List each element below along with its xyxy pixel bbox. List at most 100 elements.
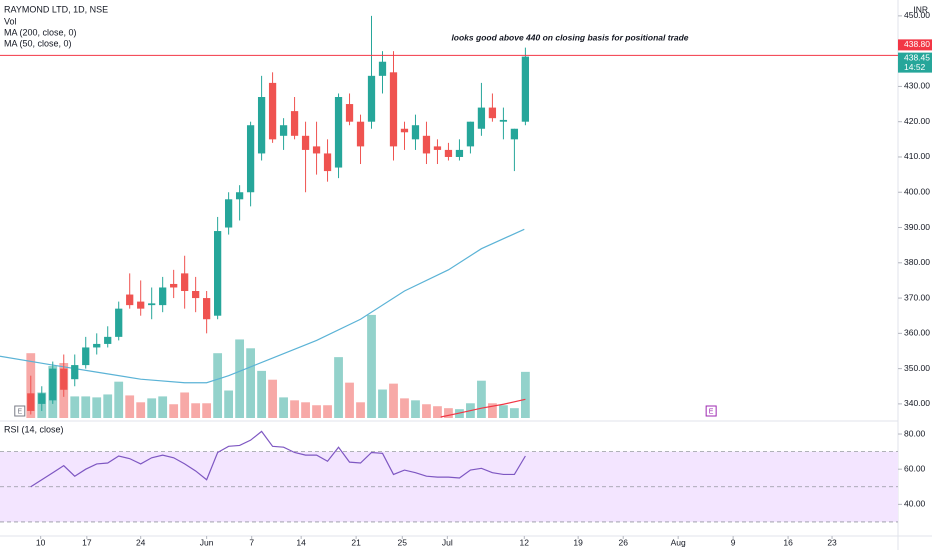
x-tick-label: 7 bbox=[249, 537, 254, 547]
volume-bar bbox=[81, 396, 91, 418]
candle-body bbox=[323, 153, 332, 172]
indicator-label: Vol bbox=[4, 16, 17, 26]
level-label: 438.80 bbox=[904, 39, 930, 49]
volume-bar bbox=[290, 400, 299, 418]
volume-bar bbox=[169, 404, 179, 418]
x-tick-label: 23 bbox=[827, 537, 837, 547]
candle-body bbox=[455, 149, 464, 157]
volume-bar bbox=[345, 382, 354, 418]
candle-body bbox=[246, 125, 255, 193]
candle-body bbox=[400, 128, 409, 133]
y-tick-label: 390.00 bbox=[904, 222, 930, 232]
volume-bar bbox=[213, 353, 223, 418]
candle-body bbox=[444, 149, 453, 157]
candle-body bbox=[71, 365, 79, 380]
volume-bar bbox=[92, 397, 102, 418]
volume-bar bbox=[411, 400, 420, 418]
x-tick-label: Aug bbox=[671, 537, 686, 547]
y-tick-label: 80.00 bbox=[904, 428, 926, 438]
volume-bar bbox=[422, 404, 431, 418]
volume-bar bbox=[312, 405, 321, 418]
volume-bar bbox=[444, 408, 453, 418]
volume-bar bbox=[125, 395, 135, 418]
volume-bar bbox=[367, 314, 376, 418]
candle-body bbox=[334, 97, 343, 168]
volume-bar bbox=[301, 402, 310, 418]
currency: INR bbox=[913, 4, 928, 14]
candle-body bbox=[126, 294, 134, 306]
candle-body bbox=[367, 75, 376, 122]
volume-bar bbox=[400, 398, 409, 418]
candle-body bbox=[235, 192, 244, 200]
candle-body bbox=[488, 107, 497, 119]
y-tick-label: 400.00 bbox=[904, 186, 930, 196]
volume-bar bbox=[158, 396, 168, 418]
volume-bar bbox=[433, 406, 442, 418]
candle-body bbox=[345, 104, 354, 122]
candle-body bbox=[115, 308, 123, 337]
y-tick-label: 340.00 bbox=[904, 398, 930, 408]
candle-body bbox=[378, 61, 387, 76]
volume-bar bbox=[202, 403, 212, 418]
indicator-label: MA (200, close, 0) bbox=[4, 27, 77, 37]
candle-body bbox=[301, 135, 310, 150]
y-tick-label: 420.00 bbox=[904, 116, 930, 126]
candle-body bbox=[477, 107, 486, 129]
volume-bar bbox=[356, 402, 365, 418]
candle-body bbox=[159, 287, 167, 306]
volume-bar bbox=[378, 389, 387, 418]
candle-body bbox=[312, 146, 321, 154]
candle-body bbox=[27, 393, 35, 411]
level-label-box bbox=[898, 39, 932, 51]
candle-body bbox=[60, 368, 68, 390]
annotation: looks good above 440 on closing basis fo… bbox=[451, 32, 688, 42]
x-tick-label: 24 bbox=[136, 537, 146, 547]
y-tick-label: 410.00 bbox=[904, 151, 930, 161]
candle-body bbox=[38, 393, 46, 404]
candle-body bbox=[521, 56, 530, 122]
ma-line bbox=[0, 228, 525, 384]
x-tick-label: 9 bbox=[731, 537, 736, 547]
volume-bar bbox=[268, 379, 277, 418]
volume-bar bbox=[180, 392, 190, 418]
candle-body bbox=[49, 368, 57, 401]
y-tick-label: 450.00 bbox=[904, 10, 930, 20]
x-tick-label: 19 bbox=[573, 537, 583, 547]
y-tick-label: 350.00 bbox=[904, 363, 930, 373]
indicator-label: MA (50, close, 0) bbox=[4, 38, 72, 48]
volume-bar bbox=[147, 398, 157, 418]
candle-body bbox=[466, 121, 475, 147]
candle-body bbox=[510, 128, 519, 140]
candle-body bbox=[499, 119, 508, 122]
y-tick-label: 430.00 bbox=[904, 81, 930, 91]
volume-bar bbox=[257, 370, 266, 418]
candle-body bbox=[290, 111, 299, 136]
x-tick-label: 10 bbox=[36, 537, 46, 547]
x-tick-label: 21 bbox=[351, 537, 361, 547]
volume-bar bbox=[510, 408, 519, 418]
candle-body bbox=[148, 303, 156, 306]
x-tick-label: 12 bbox=[520, 537, 530, 547]
y-tick-label: 360.00 bbox=[904, 328, 930, 338]
volume-bar bbox=[499, 405, 508, 418]
x-tick-label: 25 bbox=[398, 537, 408, 547]
x-tick-label: 16 bbox=[783, 537, 793, 547]
candle-body bbox=[389, 72, 398, 147]
volume-ma bbox=[440, 398, 526, 418]
x-tick-label: 26 bbox=[618, 537, 628, 547]
candle-body bbox=[257, 97, 266, 154]
candle-body bbox=[82, 347, 90, 366]
last-price-label: 438.45 bbox=[904, 52, 930, 62]
event-marker bbox=[14, 405, 26, 417]
volume-bar bbox=[279, 397, 288, 418]
candle-body bbox=[268, 82, 277, 140]
x-tick-label: Jun bbox=[200, 537, 214, 547]
event-label: E bbox=[17, 408, 22, 415]
rsi-title: RSI (14, close) bbox=[4, 424, 64, 434]
event-marker bbox=[705, 405, 717, 417]
last-price-box bbox=[898, 52, 932, 73]
candle-body bbox=[422, 135, 431, 154]
volume-bar bbox=[246, 348, 256, 418]
